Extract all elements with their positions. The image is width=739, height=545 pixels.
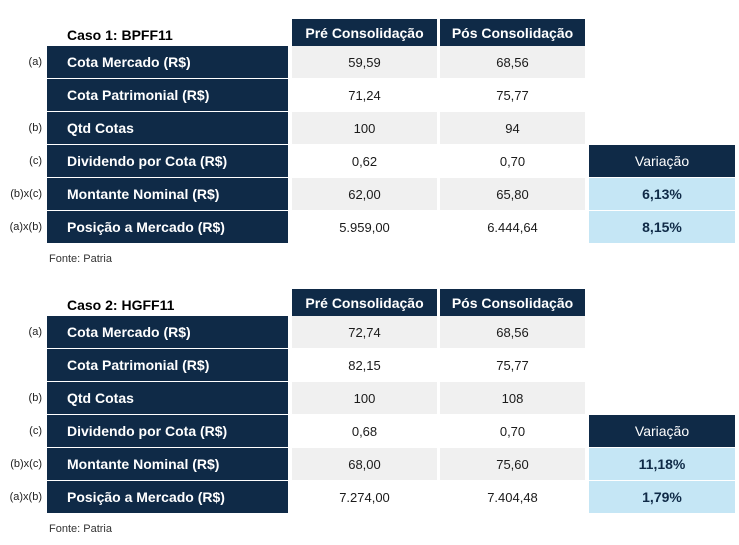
row-label: Qtd Cotas (47, 382, 288, 414)
value-pos: 75,77 (496, 87, 529, 103)
value-pre: 0,62 (351, 153, 378, 169)
column-header-pos: Pós Consolidação (440, 19, 585, 46)
row-ref: (a)x(b) (9, 491, 42, 503)
value-pre: 71,24 (348, 87, 381, 103)
value-pre: 62,00 (292, 178, 437, 210)
value-pre: 82,15 (348, 357, 381, 373)
value-pre: 59,59 (292, 46, 437, 78)
value-pos: 0,70 (499, 423, 526, 439)
value-pre: 100 (292, 382, 437, 414)
row-label: Posição a Mercado (R$) (47, 481, 288, 513)
case-1-table: Caso 1: BPFF11 Pré Consolidação Pós Cons… (0, 14, 739, 254)
row-ref: (a) (28, 56, 42, 68)
row-ref (0, 349, 45, 381)
row-label: Dividendo por Cota (R$) (47, 415, 288, 447)
case-title: Caso 1: BPFF11 (47, 19, 288, 50)
value-pos: 68,56 (440, 316, 585, 348)
value-pos: 7.404,48 (487, 489, 538, 505)
variation-value: 8,15% (589, 211, 735, 243)
case-title: Caso 2: HGFF11 (47, 289, 288, 320)
row-label: Montante Nominal (R$) (47, 448, 288, 480)
row-label: Qtd Cotas (47, 112, 288, 144)
row-ref: (c) (29, 155, 42, 167)
row-ref: (b) (28, 392, 42, 404)
row-label: Cota Mercado (R$) (47, 316, 288, 348)
row-label: Montante Nominal (R$) (47, 178, 288, 210)
column-header-pos: Pós Consolidação (440, 289, 585, 316)
value-pre: 100 (292, 112, 437, 144)
row-label: Cota Patrimonial (R$) (47, 349, 288, 381)
variation-value: 1,79% (589, 481, 735, 513)
column-header-pre: Pré Consolidação (292, 289, 437, 316)
value-pos: 75,77 (496, 357, 529, 373)
variation-value: 6,13% (589, 178, 735, 210)
value-pos: 68,56 (440, 46, 585, 78)
variation-value: 11,18% (589, 448, 735, 480)
value-pre: 0,68 (351, 423, 378, 439)
value-pos: 108 (440, 382, 585, 414)
variation-header: Variação (589, 145, 735, 177)
value-pos: 65,80 (440, 178, 585, 210)
row-ref: (b)x(c) (10, 188, 42, 200)
row-label: Dividendo por Cota (R$) (47, 145, 288, 177)
value-pos: 0,70 (499, 153, 526, 169)
case-2-table: Caso 2: HGFF11 Pré Consolidação Pós Cons… (0, 284, 739, 524)
value-pre: 7.274,00 (339, 489, 390, 505)
value-pre: 68,00 (292, 448, 437, 480)
row-label: Cota Mercado (R$) (47, 46, 288, 78)
value-pre: 5.959,00 (339, 219, 390, 235)
row-ref: (b) (28, 122, 42, 134)
row-ref: (b)x(c) (10, 458, 42, 470)
value-pos: 75,60 (440, 448, 585, 480)
value-pos: 94 (440, 112, 585, 144)
row-ref: (a)x(b) (9, 221, 42, 233)
source-note: Fonte: Patria (49, 253, 112, 265)
row-ref: (c) (29, 425, 42, 437)
row-ref: (a) (28, 326, 42, 338)
row-label: Cota Patrimonial (R$) (47, 79, 288, 111)
row-ref (0, 79, 45, 111)
value-pos: 6.444,64 (487, 219, 538, 235)
column-header-pre: Pré Consolidação (292, 19, 437, 46)
value-pre: 72,74 (292, 316, 437, 348)
row-label: Posição a Mercado (R$) (47, 211, 288, 243)
variation-header: Variação (589, 415, 735, 447)
source-note: Fonte: Patria (49, 523, 112, 535)
